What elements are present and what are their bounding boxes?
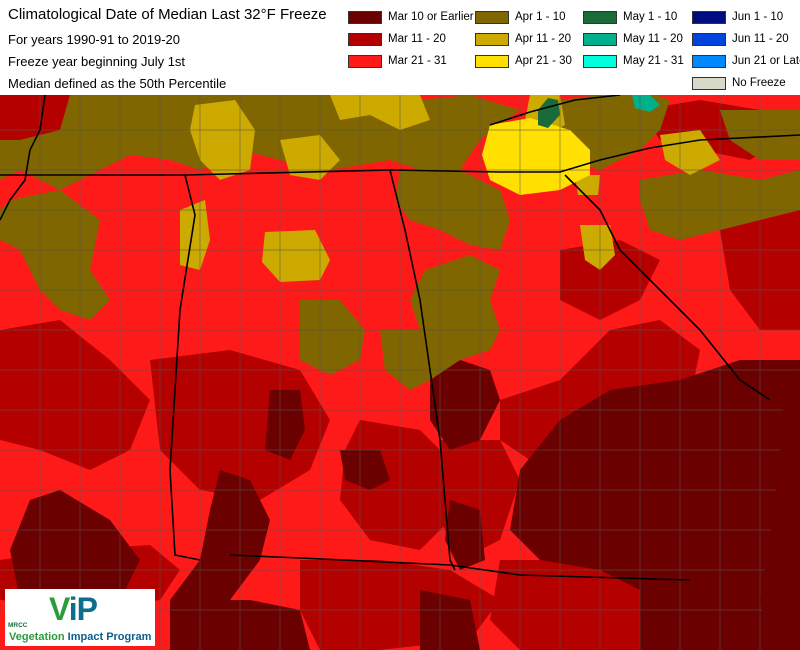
legend-label: Apr 21 - 30 [515, 55, 572, 67]
legend-item: Mar 10 or Earlier [348, 9, 474, 25]
legend-item: Apr 21 - 30 [475, 53, 572, 69]
county-grid [0, 95, 800, 650]
legend-label: No Freeze [732, 77, 786, 89]
freeze-year-text: Freeze year beginning July 1st [8, 54, 186, 69]
vip-logo: MRCC ViP Vegetation Impact Program [5, 589, 155, 646]
regions-apr11-20 [180, 95, 720, 282]
logo-mark: ViP [49, 591, 98, 628]
legend-swatch [348, 10, 382, 24]
legend-label: Apr 1 - 10 [515, 11, 566, 23]
legend-label: Mar 21 - 31 [388, 55, 447, 67]
legend-swatch [475, 10, 509, 24]
legend-label: Mar 10 or Earlier [388, 11, 474, 23]
legend-swatch [475, 54, 509, 68]
regions-apr21-30 [482, 118, 590, 195]
legend-swatch [348, 54, 382, 68]
median-definition-text: Median defined as the 50th Percentile [8, 76, 227, 91]
legend-label: Jun 1 - 10 [732, 11, 784, 23]
state-borders [0, 94, 800, 581]
legend-item: May 11 - 20 [583, 31, 683, 47]
coastline-right [760, 370, 800, 650]
map-title: Climatological Date of Median Last 32°F … [8, 6, 327, 23]
legend-swatch [692, 76, 726, 90]
logo-mark-ip: iP [68, 591, 98, 627]
legend-item: Mar 21 - 31 [348, 53, 447, 69]
legend-label: Apr 11 - 20 [515, 33, 572, 45]
legend-swatch [348, 32, 382, 46]
legend-item: Apr 11 - 20 [475, 31, 571, 47]
legend-item: Mar 11 - 20 [348, 31, 446, 47]
regions-may11-20 [632, 95, 660, 112]
legend-item: Apr 1 - 10 [475, 9, 566, 25]
legend-swatch [692, 54, 726, 68]
legend-swatch [583, 32, 617, 46]
logo-name-vegetation: Vegetation [9, 631, 65, 643]
legend-swatch [583, 54, 617, 68]
legend-item: No Freeze [692, 75, 786, 91]
legend-label: Jun 11 - 20 [732, 33, 789, 45]
legend-item: May 21 - 31 [583, 53, 684, 69]
legend-label: May 1 - 10 [623, 11, 678, 23]
legend-label: May 21 - 31 [623, 55, 684, 67]
logo-mark-v: V [49, 591, 70, 627]
legend-item: May 1 - 10 [583, 9, 677, 25]
legend: Mar 10 or Earlier Apr 1 - 10 May 1 - 10 Jun… [340, 0, 800, 95]
legend-item: Jun 1 - 10 [692, 9, 783, 25]
legend-label: May 11 - 20 [623, 33, 683, 45]
year-range-text: For years 1990-91 to 2019-20 [8, 32, 180, 47]
logo-name-rest: Impact Program [64, 631, 152, 643]
legend-item: Jun 11 - 20 [692, 31, 789, 47]
legend-swatch [692, 32, 726, 46]
logo-org-text: MRCC [8, 622, 28, 629]
legend-label: Mar 11 - 20 [388, 33, 446, 45]
legend-swatch [692, 10, 726, 24]
legend-swatch [583, 10, 617, 24]
legend-item: Jun 21 or Later [692, 53, 800, 69]
legend-swatch [475, 32, 509, 46]
legend-label: Jun 21 or Later [732, 55, 800, 67]
logo-program-name: Vegetation Impact Program [9, 631, 151, 643]
map-title-block: Climatological Date of Median Last 32°F … [0, 0, 340, 95]
